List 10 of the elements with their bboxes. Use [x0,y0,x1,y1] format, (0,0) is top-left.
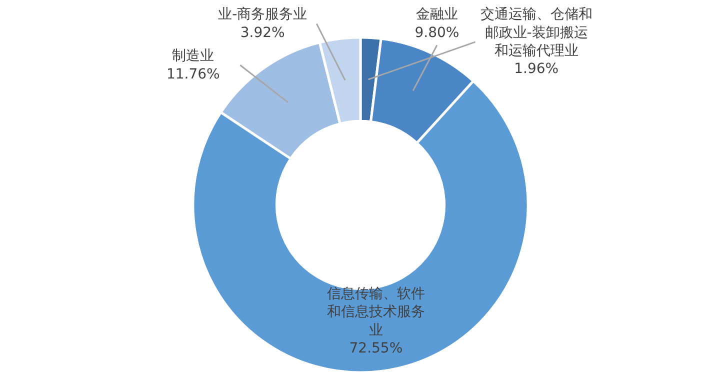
data-label: 11.76% [166,66,220,82]
slice-label: 信息传输、软件和信息技术服务业 [326,286,425,338]
data-label: 1.96% [514,61,559,78]
slice-label: 交通运输、仓储和邮政业-装卸搬运和运输代理业 [480,6,592,60]
slice-label: 制造业 [172,48,214,64]
data-label: 72.55% [349,340,403,357]
data-label: 9.80% [414,24,460,41]
data-label: 3.92% [240,24,285,41]
slice-label: 业-商务服务业 [218,6,308,23]
slice-label: 金融业 [416,6,458,23]
